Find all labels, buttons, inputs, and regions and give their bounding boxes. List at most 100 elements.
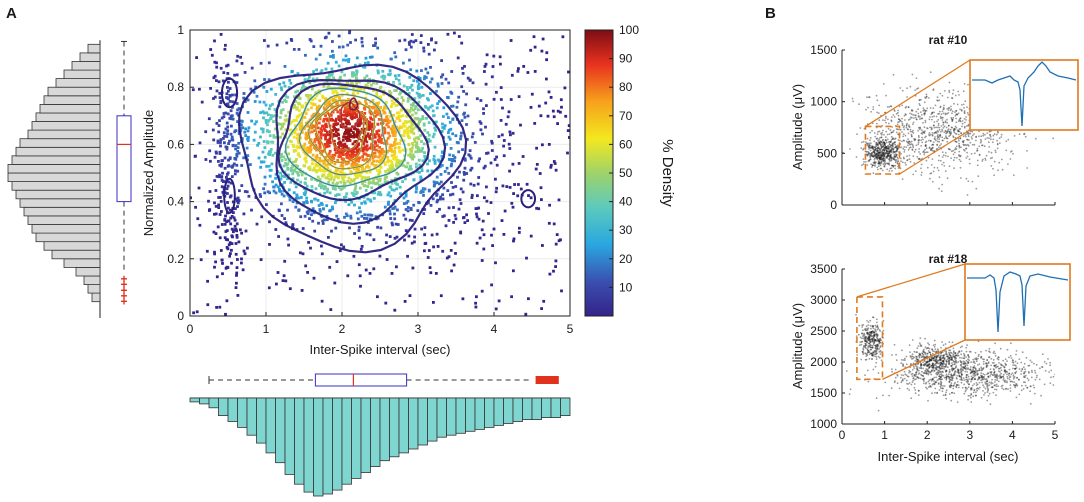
rat10-point [871, 145, 874, 148]
density-point [226, 86, 229, 89]
density-point [430, 77, 434, 81]
rat10-point [869, 158, 872, 161]
density-point [296, 138, 300, 142]
density-point [453, 241, 457, 245]
rat10-point [947, 107, 950, 110]
density-point [223, 218, 227, 221]
rat18-point [868, 339, 870, 342]
rat10-point [879, 156, 882, 159]
density-point [238, 189, 241, 193]
density-y-tick-label: 0.2 [167, 252, 184, 266]
rat18-point [866, 353, 868, 355]
density-point [358, 186, 362, 190]
rat18-point [872, 353, 875, 356]
rat10-point [915, 110, 918, 113]
density-point [266, 190, 270, 194]
rat10-point [941, 156, 944, 158]
rat10-point [938, 176, 941, 179]
density-point [283, 65, 287, 68]
rat10-point [878, 151, 881, 154]
rat10-point [978, 154, 981, 156]
density-point [386, 118, 390, 121]
rat10-point [906, 159, 908, 162]
rat18-point [873, 333, 876, 336]
density-point [450, 158, 454, 161]
rat10-point [882, 129, 884, 132]
density-point [392, 134, 395, 137]
rat10-point [938, 138, 941, 141]
density-point [308, 75, 311, 79]
rat18-point [862, 349, 865, 351]
rat10-point [942, 161, 945, 164]
rat10-point [877, 151, 880, 154]
density-point [445, 256, 449, 260]
rat10-point [928, 97, 930, 99]
rat10-point [907, 128, 909, 131]
density-point [371, 156, 375, 160]
density-point [311, 86, 314, 90]
rat10-point [895, 145, 898, 147]
density-point [365, 232, 369, 236]
density-point [329, 55, 332, 58]
density-point [495, 90, 498, 94]
rat18-point [857, 333, 860, 336]
density-point [302, 202, 306, 205]
density-point [346, 107, 350, 110]
rat10-point [925, 144, 927, 146]
rat18-point [874, 350, 876, 352]
density-point [405, 86, 409, 89]
rat18-point [860, 341, 863, 343]
rat10-point [871, 146, 874, 149]
density-point [479, 99, 483, 102]
rat10-point [880, 161, 883, 163]
rat18-point [944, 353, 947, 356]
density-point [492, 97, 496, 101]
rat18-point [938, 359, 941, 361]
rat10-point [882, 153, 885, 156]
density-point [397, 78, 401, 82]
density-point [360, 214, 364, 218]
rat10-point [938, 128, 941, 131]
density-point [482, 166, 486, 170]
density-point [193, 155, 197, 158]
rat10-point [889, 150, 891, 153]
rat10-point [973, 133, 975, 135]
density-point [511, 131, 515, 135]
density-point [393, 120, 397, 124]
density-point [406, 206, 410, 209]
density-point [304, 136, 308, 140]
density-point [240, 123, 243, 127]
rat18-point [863, 345, 865, 347]
density-point [341, 147, 345, 151]
density-point [235, 274, 238, 277]
density-point [352, 73, 356, 77]
density-point [387, 203, 390, 206]
rat10-point [996, 147, 999, 150]
density-point [409, 103, 413, 107]
density-point [231, 143, 235, 147]
rat18-point [860, 343, 863, 346]
density-point [227, 206, 230, 210]
density-point [400, 102, 404, 106]
density-point [519, 187, 523, 191]
rat10-point [873, 140, 876, 143]
rat10-point [925, 145, 927, 147]
density-point [394, 222, 398, 226]
density-point [381, 121, 385, 125]
density-point [427, 43, 430, 46]
density-point [289, 81, 293, 85]
rat10-point [937, 136, 939, 139]
rat18-point [951, 356, 953, 359]
rat10-point [955, 133, 958, 136]
density-point [447, 219, 451, 222]
density-point [436, 84, 440, 88]
density-point [284, 221, 288, 225]
rat10-point [908, 158, 911, 161]
density-point [426, 256, 430, 259]
rat10-point [877, 168, 879, 171]
density-point [231, 165, 234, 169]
density-point [208, 190, 212, 193]
rat18-point [925, 368, 927, 370]
rat10-point [891, 164, 893, 167]
density-point [475, 215, 479, 219]
